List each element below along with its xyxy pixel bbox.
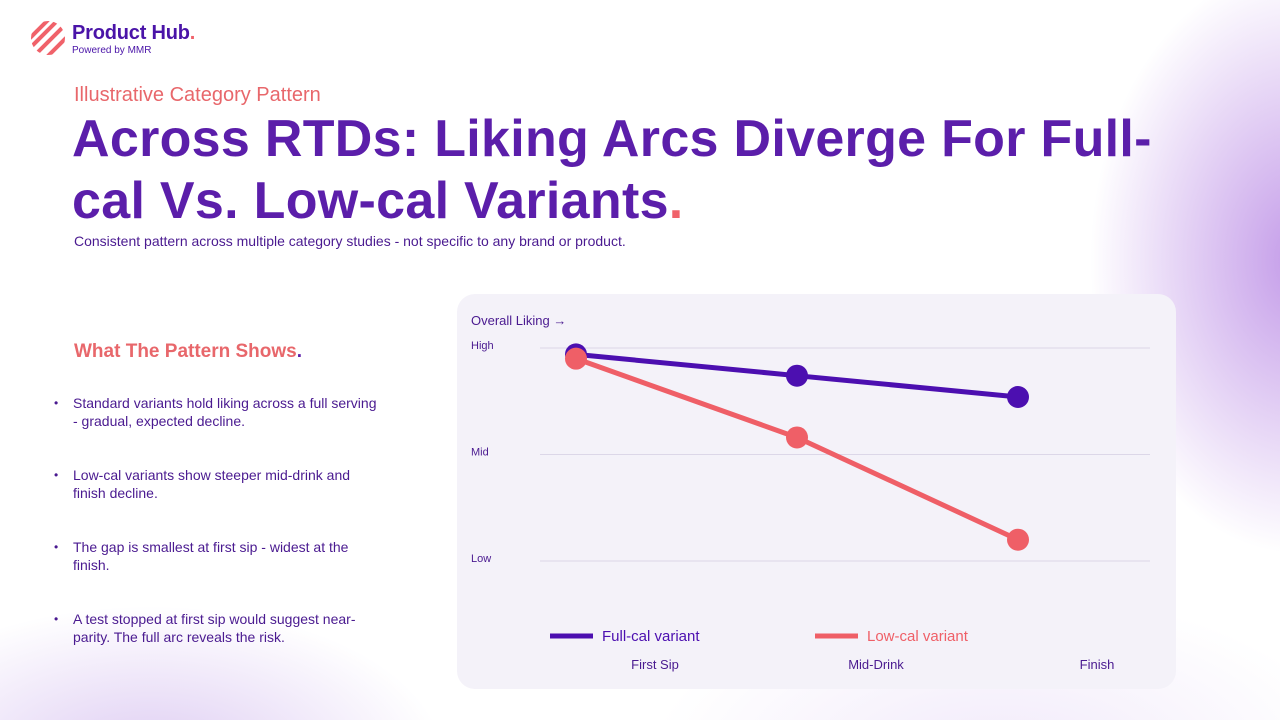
legend-label: Low-cal variant xyxy=(867,628,969,645)
pattern-bullet: The gap is smallest at first sip - wides… xyxy=(54,538,384,610)
brand-name: Product Hub. xyxy=(72,22,196,44)
legend-label: Full-cal variant xyxy=(602,628,700,645)
logo-stripes-icon xyxy=(31,21,65,55)
data-point-full-cal-1 xyxy=(786,364,808,387)
y-tick-label: Mid xyxy=(471,447,489,459)
page-subtitle: Consistent pattern across multiple categ… xyxy=(74,233,626,249)
pattern-bullet: Low-cal variants show steeper mid-drink … xyxy=(54,466,384,538)
brand-dot: . xyxy=(189,22,196,44)
pattern-bullet: A test stopped at first sip would sugges… xyxy=(54,610,384,682)
data-point-low-cal-0 xyxy=(565,347,587,370)
x-tick-label: Finish xyxy=(1080,657,1115,672)
pattern-heading-dot: . xyxy=(296,341,303,362)
chart-card: Overall Liking → High Mid Low Full-cal varia… xyxy=(457,294,1176,689)
data-point-low-cal-1 xyxy=(786,426,808,449)
eyebrow-label: Illustrative Category Pattern xyxy=(74,84,321,106)
data-point-full-cal-2 xyxy=(1007,385,1029,408)
brand-tagline: Powered by MMR xyxy=(72,45,152,56)
y-tick-label: Low xyxy=(471,553,491,565)
title-dot: . xyxy=(668,172,684,230)
data-point-low-cal-2 xyxy=(1007,528,1029,551)
pattern-bullets: Standard variants hold liking across a f… xyxy=(54,394,384,682)
x-tick-label: First Sip xyxy=(631,657,679,672)
liking-line-chart: Overall Liking → High Mid Low Full-cal varia… xyxy=(471,313,1150,672)
x-tick-label: Mid-Drink xyxy=(848,657,904,672)
pattern-heading: What The Pattern Shows. xyxy=(74,341,303,362)
y-tick-label: High xyxy=(471,340,494,352)
page-title: Across RTDs: Liking Arcs Diverge For Ful… xyxy=(72,110,1152,230)
pattern-bullet: Standard variants hold liking across a f… xyxy=(54,394,384,466)
brand-logo[interactable]: Product Hub. Powered by MMR xyxy=(30,20,195,56)
y-axis-label: Overall Liking → xyxy=(471,313,566,328)
